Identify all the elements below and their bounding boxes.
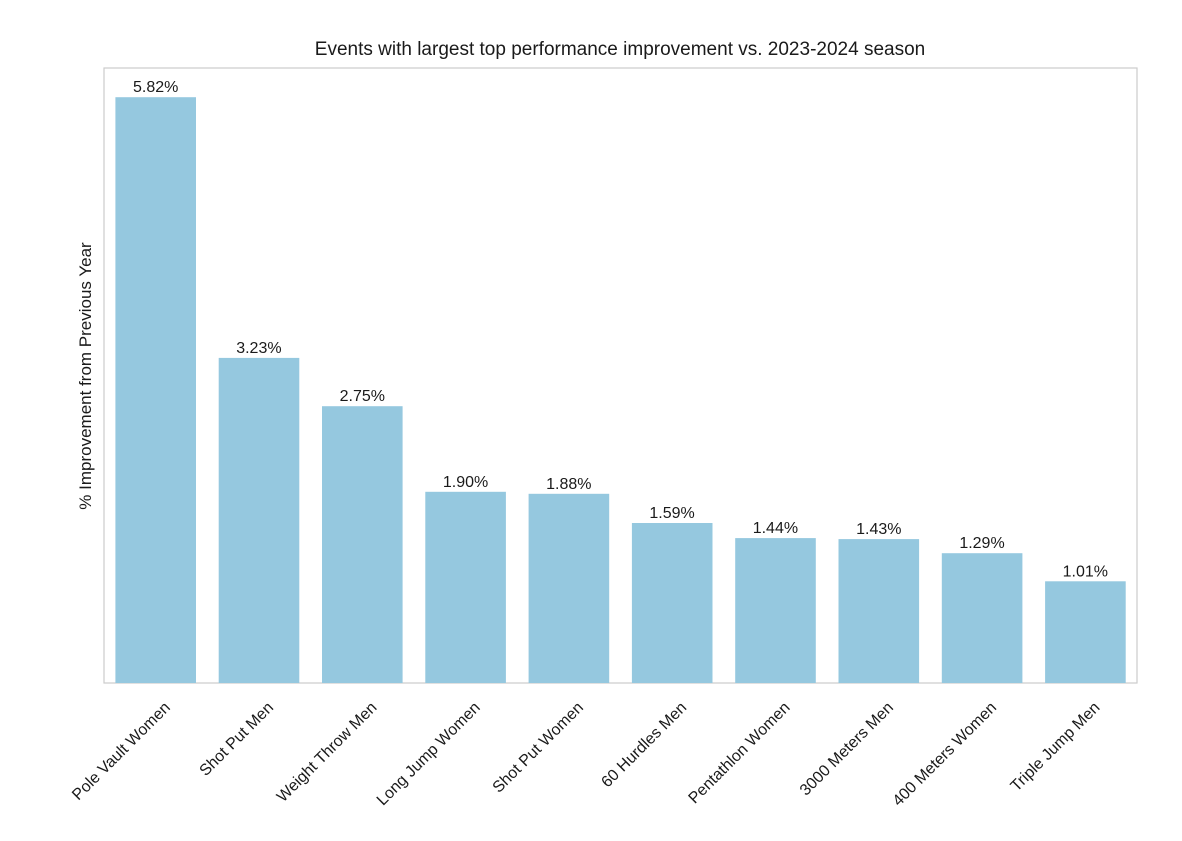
bar <box>735 538 816 683</box>
bar-value-label: 1.29% <box>959 535 1004 552</box>
bar-value-label: 1.44% <box>753 520 798 537</box>
x-tick-label: Weight Throw Men <box>274 699 381 806</box>
bar <box>1045 581 1126 683</box>
bar-value-label: 1.88% <box>546 476 591 493</box>
plot-area-frame <box>103 67 1138 684</box>
bar <box>322 406 403 683</box>
bar-value-label: 3.23% <box>236 340 281 357</box>
bar <box>115 97 196 683</box>
bar-value-label: 1.59% <box>649 505 694 522</box>
x-tick-label: Shot Put Men <box>197 699 278 780</box>
x-tick-label: 400 Meters Women <box>890 699 1001 810</box>
bar-value-label: 1.43% <box>856 521 901 538</box>
x-tick-label: Shot Put Women <box>490 699 587 796</box>
y-axis-label: % Improvement from Previous Year <box>76 242 95 510</box>
bar-value-label: 1.90% <box>443 474 488 491</box>
bar <box>528 493 610 683</box>
bars-group <box>115 97 1126 683</box>
x-tick-label: 3000 Meters Men <box>797 699 897 799</box>
x-tick-label: 60 Hurdles Men <box>598 699 690 791</box>
bar <box>941 553 1023 683</box>
value-labels-group: 5.82% 3.23% 2.75% 1.90% 1.88% 1.59% 1.44% 1.43%… <box>133 79 1108 580</box>
bar <box>838 539 920 683</box>
bar <box>425 491 506 683</box>
x-tick-label: Pole Vault Women <box>69 699 174 804</box>
bar-value-label: 5.82% <box>133 79 178 96</box>
x-tick-label: Pentathlon Women <box>686 699 794 807</box>
bar-value-label: 2.75% <box>340 388 385 405</box>
bar-value-label: 1.01% <box>1063 563 1108 580</box>
x-tick-label: Long Jump Women <box>374 699 484 809</box>
x-tick-label: Triple Jump Men <box>1008 699 1104 795</box>
bar <box>631 523 713 683</box>
bar <box>218 357 300 683</box>
chart-title: Events with largest top performance impr… <box>315 39 925 60</box>
